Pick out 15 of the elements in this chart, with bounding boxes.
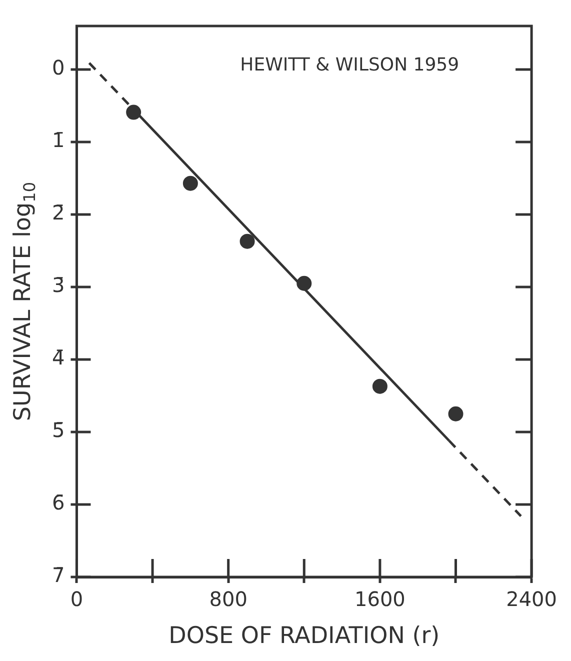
y-tick-label: 2̄ [52,200,65,225]
x-tick-label: 1600 [354,587,406,612]
annotation: HEWITT & WILSON 1959 [240,54,460,76]
y-tick-label: 4̄ [52,346,65,370]
y-tick-label: 1̄ [52,128,65,152]
y-tick-label: 5̄ [52,418,65,442]
x-tick-label: 800 [209,587,248,612]
y-tick-label: 6̄ [52,490,65,515]
y-tick-label: 7̄ [52,563,65,588]
y-tick-label: 3̄ [52,273,65,298]
y-axis-title: SURVIVAL RATE log10 [10,182,40,422]
x-axis-title: DOSE OF RADIATION (r) [168,622,440,649]
x-tick-label: 0 [70,587,84,612]
y-tick-label: 0 [52,56,65,80]
x-tick-label: 2400 [506,587,558,612]
